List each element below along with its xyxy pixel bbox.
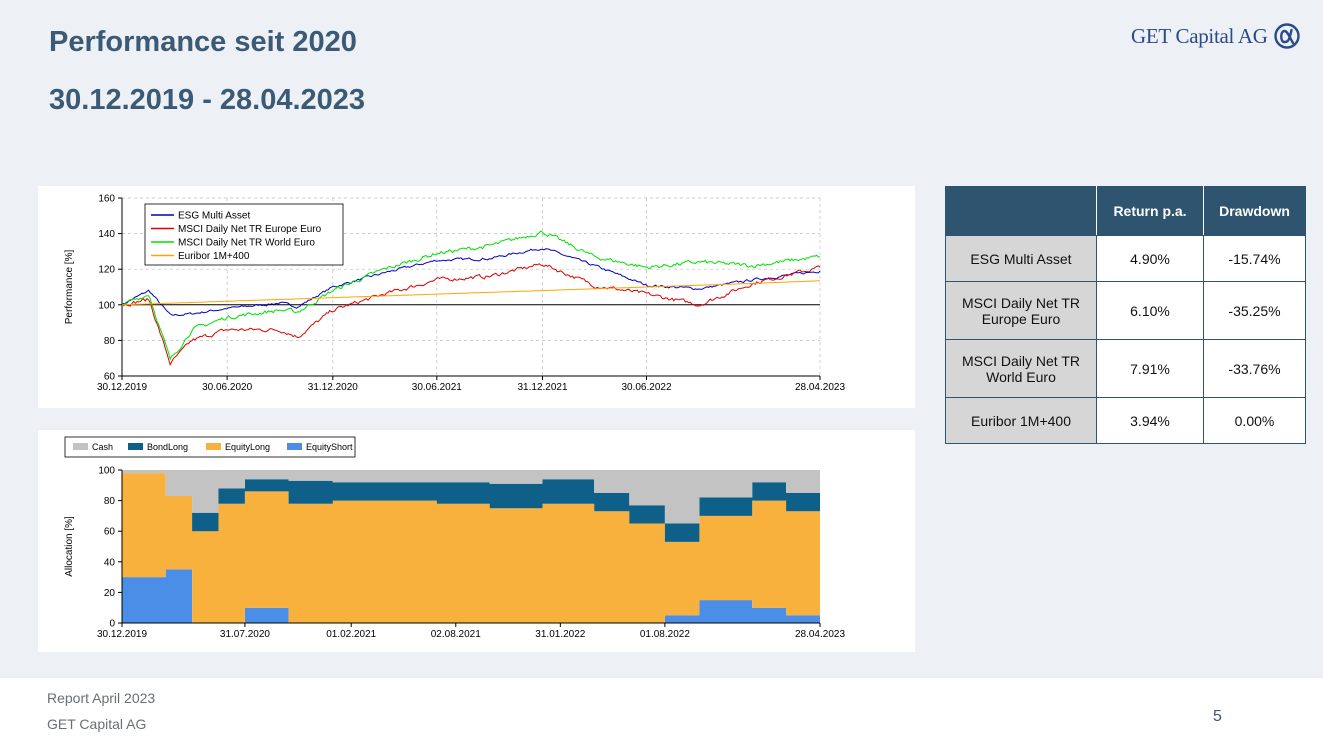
y-tick-label: 100 [98, 300, 115, 311]
row-return: 6.10% [1096, 281, 1204, 340]
x-tick-label: 31.12.2021 [517, 382, 567, 393]
performance-chart-panel: 60 80 100 120 140 160 30.12.2019 30.06.2020 31.1… [38, 186, 915, 408]
legend-swatch [206, 443, 221, 450]
x-tick-label: 30.06.2020 [202, 382, 252, 393]
page-number: 5 [1213, 708, 1222, 725]
y-tick-label: 20 [104, 588, 116, 599]
legend-label: Cash [92, 442, 113, 452]
allocation-chart: 0 20 40 60 80 100 30.12.2019 31.07.2020 01.02.20… [64, 436, 845, 640]
footer: Report April 2023 GET Capital AG [0, 678, 1323, 742]
page-title: Performance seit 2020 [49, 26, 357, 58]
legend-label: MSCI Daily Net TR Europe Euro [178, 224, 322, 235]
x-tick-label: 28.04.2023 [795, 629, 845, 640]
allocation-chart-panel: 0 20 40 60 80 100 30.12.2019 31.07.2020 01.02.20… [38, 430, 915, 652]
y-tick-label: 60 [104, 527, 116, 538]
x-tick-label: 31.07.2020 [220, 629, 270, 640]
table-row: MSCI Daily Net TR Europe Euro 6.10% -35.… [945, 281, 1306, 340]
legend-label: Euribor 1M+400 [178, 251, 250, 262]
legend-label: MSCI Daily Net TR World Euro [178, 238, 315, 249]
area-bondlong [122, 473, 820, 542]
x-tick-label: 31.01.2022 [535, 629, 585, 640]
x-tick-label: 30.06.2021 [412, 382, 462, 393]
table-row: Euribor 1M+400 3.94% 0.00% [945, 397, 1306, 444]
row-return: 7.91% [1096, 339, 1204, 398]
series-line-3 [121, 280, 820, 306]
table-header-return: Return p.a. [1096, 186, 1204, 236]
x-tick-label: 02.08.2021 [431, 629, 481, 640]
legend-box [144, 203, 344, 266]
allocation-legend: Cash BondLong EquityLong EquityShort [64, 436, 356, 458]
table-header-name [945, 186, 1097, 236]
row-name: MSCI Daily Net TR Europe Euro [945, 281, 1097, 340]
logo-text: GET Capital AG [1131, 23, 1268, 48]
row-return: 4.90% [1096, 235, 1204, 282]
series-line-2 [121, 230, 821, 361]
area-cash [122, 470, 820, 524]
series-line-0 [121, 248, 821, 316]
x-tick-label: 28.04.2023 [795, 382, 845, 393]
legend-swatch [287, 443, 302, 450]
area-equityshort [122, 569, 820, 623]
area-equitylong [122, 473, 820, 623]
page-subtitle: 30.12.2019 - 28.04.2023 [49, 84, 366, 116]
row-return: 3.94% [1096, 397, 1204, 444]
returns-table: Return p.a. Drawdown ESG Multi Asset 4.9… [945, 186, 1306, 444]
row-name: Euribor 1M+400 [945, 397, 1097, 444]
row-name: MSCI Daily Net TR World Euro [945, 339, 1097, 398]
legend-label: BondLong [147, 442, 188, 452]
row-drawdown: -15.74% [1203, 235, 1306, 282]
row-drawdown: 0.00% [1203, 397, 1306, 444]
legend-swatch [128, 443, 143, 450]
y-tick-label: 80 [104, 496, 116, 507]
series-line-1 [121, 263, 821, 366]
row-name: ESG Multi Asset [945, 235, 1097, 282]
legend-swatch [73, 443, 88, 450]
x-tick-label: 30.06.2022 [621, 382, 671, 393]
x-tick-label: 01.02.2021 [326, 629, 376, 640]
y-tick-label: 80 [104, 336, 116, 347]
legend-label: EquityLong [225, 442, 270, 452]
y-axis-title: Allocation [%] [64, 516, 75, 577]
y-tick-label: 100 [98, 466, 115, 477]
y-tick-label: 0 [109, 619, 115, 630]
legend-label: EquityShort [306, 442, 353, 452]
y-tick-label: 60 [104, 372, 116, 383]
y-tick-label: 40 [104, 557, 116, 568]
y-tick-label: 140 [98, 229, 115, 240]
x-tick-label: 30.12.2019 [97, 382, 147, 393]
table-header-row: Return p.a. Drawdown [945, 186, 1306, 236]
x-tick-label: 30.12.2019 [97, 629, 147, 640]
y-tick-label: 160 [98, 194, 115, 205]
alpha-logo-icon [1273, 23, 1300, 49]
performance-legend: ESG Multi Asset MSCI Daily Net TR Europe … [144, 203, 344, 266]
company-logo: GET Capital AG [1131, 21, 1300, 51]
row-drawdown: -35.25% [1203, 281, 1306, 340]
performance-chart: 60 80 100 120 140 160 30.12.2019 30.06.2020 31.1… [64, 194, 845, 394]
footer-report-label: Report April 2023 [47, 690, 156, 706]
y-axis-title: Performance [%] [64, 250, 75, 325]
legend-label: ESG Multi Asset [178, 211, 250, 222]
slide-body: Performance seit 2020 30.12.2019 - 28.04… [0, 0, 1323, 678]
table-header-drawdown: Drawdown [1203, 186, 1306, 236]
x-tick-label: 01.08.2022 [640, 629, 690, 640]
row-drawdown: -33.76% [1203, 339, 1306, 398]
table-row: ESG Multi Asset 4.90% -15.74% [945, 235, 1306, 282]
footer-company: GET Capital AG [47, 716, 147, 732]
x-tick-label: 31.12.2020 [308, 382, 358, 393]
y-tick-label: 120 [98, 265, 115, 276]
table-row: MSCI Daily Net TR World Euro 7.91% -33.7… [945, 339, 1306, 398]
